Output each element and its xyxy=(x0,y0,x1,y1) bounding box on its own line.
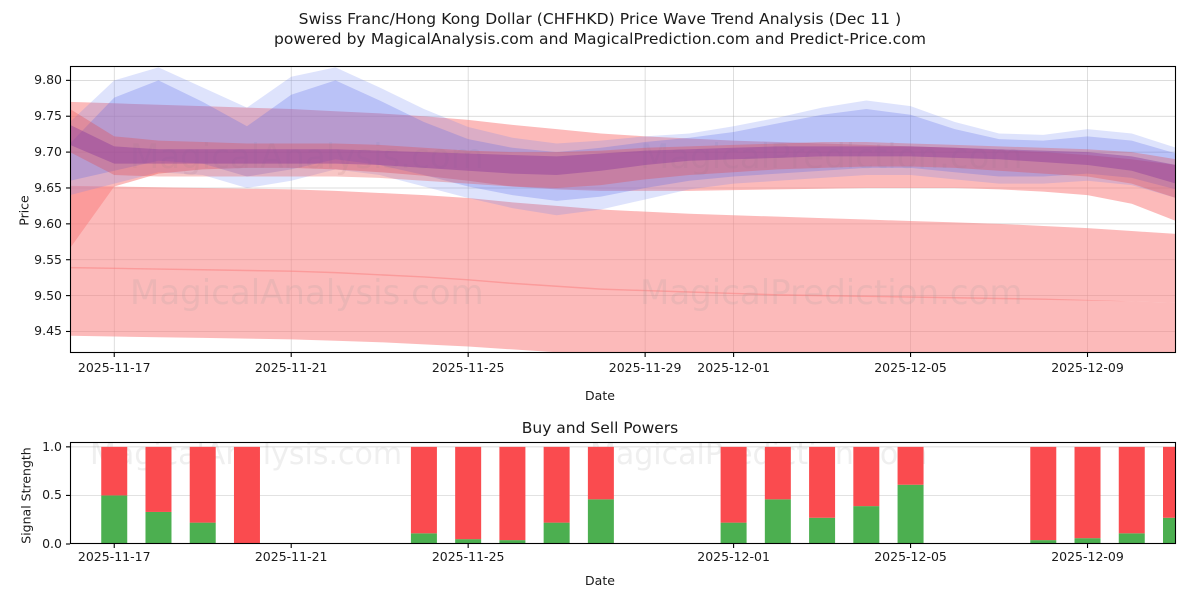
powers-y-axis-label: Signal Strength xyxy=(18,447,34,544)
price-x-tick: 2025-11-17 xyxy=(77,360,151,375)
buy-power-bar xyxy=(410,533,437,544)
sell-power-bar xyxy=(410,446,437,534)
powers-y-tick: 0.5 xyxy=(42,487,62,503)
lower-support-band xyxy=(70,266,1176,353)
sell-power-bar xyxy=(897,446,924,485)
wave-red-primary xyxy=(70,109,1176,199)
price-y-tick: 9.65 xyxy=(34,179,62,195)
price-x-tick: 2025-11-25 xyxy=(431,360,505,375)
sell-power-bar xyxy=(455,446,482,540)
price-x-axis-label: Date xyxy=(585,388,615,403)
buy-power-bar xyxy=(764,499,791,544)
title-line-1: Swiss Franc/Hong Kong Dollar (CHFHKD) Pr… xyxy=(298,10,902,28)
price-y-tick: 9.75 xyxy=(34,108,62,124)
price-y-tick: 9.70 xyxy=(34,144,62,160)
wave-blue-outer xyxy=(70,67,1176,216)
buy-power-bar xyxy=(1118,533,1145,544)
sell-power-bar xyxy=(233,446,260,544)
powers-y-tick: 1.0 xyxy=(42,438,62,454)
buy-power-bar xyxy=(543,522,570,544)
sell-power-bar xyxy=(1118,446,1145,534)
buy-power-bar xyxy=(499,540,526,544)
sell-power-bar xyxy=(1030,446,1057,541)
buy-power-bar xyxy=(1163,517,1176,544)
powers-x-tick: 2025-11-21 xyxy=(254,549,328,564)
sell-power-bar xyxy=(764,446,791,500)
page-title: Swiss Franc/Hong Kong Dollar (CHFHKD) Pr… xyxy=(0,0,1200,49)
price-y-tick: 9.50 xyxy=(34,287,62,303)
price-x-tick: 2025-11-21 xyxy=(254,360,328,375)
svg-text:MagicalPrediction.com: MagicalPrediction.com xyxy=(640,137,1023,177)
sell-power-bar xyxy=(853,446,880,507)
sell-power-bar xyxy=(101,446,128,496)
buy-power-bar xyxy=(897,484,924,544)
svg-text:MagicalAnalysis.com: MagicalAnalysis.com xyxy=(130,273,484,313)
price-wave-chart[interactable]: MagicalAnalysis.com MagicalPrediction.com… xyxy=(66,65,1177,357)
buy-power-bar xyxy=(455,539,482,544)
sell-power-bar xyxy=(1163,446,1176,518)
buy-power-bar xyxy=(101,495,128,544)
sell-power-bar xyxy=(587,446,614,500)
price-y-axis-label: Price xyxy=(16,195,32,226)
powers-y-tick: 0.0 xyxy=(42,536,62,551)
buy-power-bar xyxy=(587,499,614,544)
powers-x-tick: 2025-11-17 xyxy=(77,549,151,564)
powers-x-tick: 2025-12-09 xyxy=(1051,549,1124,564)
wave-blue-inner xyxy=(70,80,1176,201)
sell-power-bar xyxy=(543,446,570,523)
sell-power-bar xyxy=(1074,446,1101,539)
sell-power-bar xyxy=(189,446,216,523)
sell-power-bar xyxy=(809,446,836,518)
buy-power-bar xyxy=(720,522,747,544)
buy-power-bar xyxy=(1030,540,1057,544)
sell-power-bar xyxy=(499,446,526,541)
buy-power-bar xyxy=(809,517,836,544)
buy-power-bar xyxy=(189,522,216,544)
powers-x-axis-label: Date xyxy=(585,573,615,588)
price-y-tick: 9.60 xyxy=(34,215,62,231)
buy-power-bar xyxy=(1074,538,1101,544)
buy-power-bar xyxy=(853,506,880,544)
price-x-tick: 2025-11-29 xyxy=(608,360,682,375)
price-y-tick: 9.45 xyxy=(34,323,62,339)
price-x-tick: 2025-12-01 xyxy=(697,360,770,375)
price-x-tick: 2025-12-09 xyxy=(1051,360,1124,375)
buy-power-bar xyxy=(145,511,172,544)
svg-text:MagicalPrediction.com: MagicalPrediction.com xyxy=(640,273,1023,313)
powers-x-tick: 2025-12-05 xyxy=(874,549,947,564)
powers-chart-title: Buy and Sell Powers xyxy=(521,419,679,437)
upper-resistance-band xyxy=(70,101,1176,249)
price-x-tick: 2025-12-05 xyxy=(874,360,947,375)
title-line-2: powered by MagicalAnalysis.com and Magic… xyxy=(273,30,927,48)
powers-x-tick: 2025-11-25 xyxy=(431,549,505,564)
price-y-tick: 9.80 xyxy=(34,72,62,88)
svg-text:MagicalAnalysis.com: MagicalAnalysis.com xyxy=(130,137,484,177)
sell-power-bar xyxy=(145,446,172,512)
wave-purple-core xyxy=(70,124,1176,184)
price-y-tick: 9.55 xyxy=(34,251,62,267)
powers-x-tick: 2025-12-01 xyxy=(697,549,770,564)
sell-power-bar xyxy=(720,446,747,523)
